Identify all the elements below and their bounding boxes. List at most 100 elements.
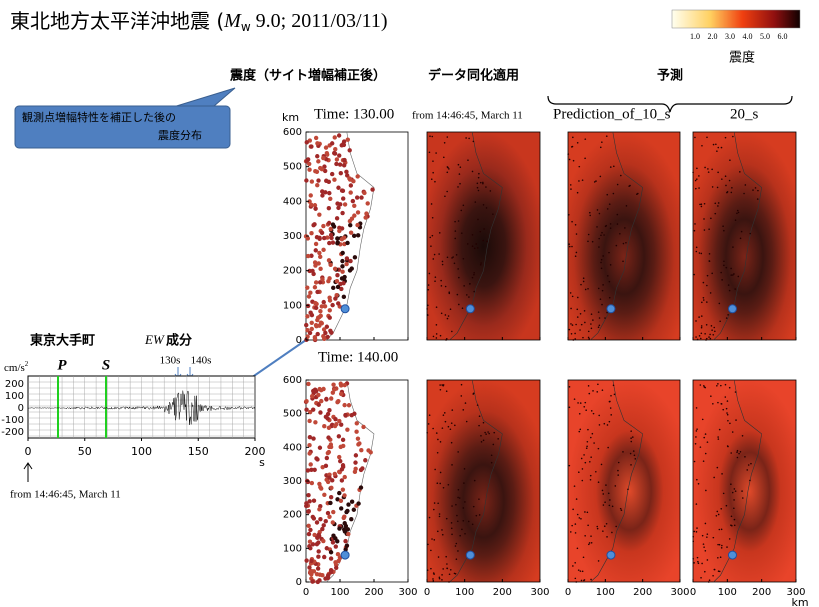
station: [727, 414, 729, 416]
station: [437, 452, 439, 454]
station: [320, 231, 324, 235]
station: [318, 410, 322, 414]
station: [348, 148, 352, 152]
station: [569, 246, 571, 248]
station: [467, 159, 469, 161]
station: [325, 456, 329, 460]
station: [710, 218, 712, 220]
station: [444, 412, 446, 414]
station: [693, 562, 695, 564]
station: [717, 436, 719, 438]
station: [729, 290, 731, 292]
station: [352, 204, 356, 208]
station: [581, 458, 583, 460]
station: [440, 472, 442, 474]
station: [354, 430, 358, 434]
station: [710, 395, 712, 397]
station: [472, 234, 474, 236]
station: [442, 534, 444, 536]
station: [613, 193, 615, 195]
station: [327, 295, 331, 299]
station: [324, 179, 328, 183]
station: [307, 451, 311, 455]
station: [348, 190, 352, 194]
station: [721, 473, 723, 475]
station: [442, 568, 444, 570]
station: [734, 519, 736, 521]
station: [480, 262, 482, 264]
station: [344, 262, 348, 266]
station: [316, 261, 320, 265]
station: [459, 497, 461, 499]
station: [307, 167, 311, 171]
station: [483, 439, 485, 441]
station: [356, 501, 360, 505]
station: [571, 246, 573, 248]
station: [720, 272, 722, 274]
station: [600, 262, 602, 264]
colorbar-tick: 2.0: [708, 32, 718, 41]
station: [729, 387, 731, 389]
station: [341, 487, 345, 491]
station: [473, 393, 475, 395]
station: [599, 324, 601, 326]
station: [342, 527, 346, 531]
station: [333, 135, 337, 139]
station: [327, 206, 331, 210]
station: [755, 187, 757, 189]
station: [341, 438, 345, 442]
station: [606, 523, 608, 525]
station: [329, 556, 333, 560]
station: [606, 194, 608, 196]
station: [699, 204, 701, 206]
station: [738, 453, 740, 455]
station: [342, 158, 346, 162]
station: [733, 507, 735, 509]
y-tick-label: 300: [283, 476, 302, 487]
station: [577, 142, 579, 144]
station: [463, 482, 465, 484]
station: [580, 518, 582, 520]
station: [696, 503, 698, 505]
station: [701, 327, 703, 329]
station: [626, 205, 628, 207]
station: [717, 467, 719, 469]
station: [712, 403, 714, 405]
station: [440, 335, 442, 337]
station: [432, 217, 434, 219]
station: [309, 571, 313, 575]
station: [477, 182, 479, 184]
station: [480, 435, 482, 437]
station: [727, 400, 729, 402]
station: [716, 515, 718, 517]
station: [305, 140, 309, 144]
station: [721, 147, 723, 149]
station: [575, 324, 577, 326]
station: [458, 304, 460, 306]
station: [736, 451, 738, 453]
station: [692, 558, 694, 560]
station: [482, 183, 484, 185]
station: [307, 419, 311, 423]
station: [317, 578, 321, 582]
station: [317, 251, 321, 255]
station: [349, 183, 353, 187]
station: [314, 456, 318, 460]
station: [340, 276, 344, 280]
station: [309, 193, 313, 197]
epicenter-marker: [728, 305, 736, 313]
station: [342, 236, 346, 240]
station: [482, 240, 484, 242]
station: [569, 386, 571, 388]
station: [434, 502, 436, 504]
epicenter-marker: [607, 305, 615, 313]
station: [329, 227, 333, 231]
station: [438, 253, 440, 255]
station: [430, 550, 432, 552]
station: [450, 569, 452, 571]
station: [604, 423, 606, 425]
station: [363, 458, 367, 462]
station: [598, 415, 600, 417]
station: [725, 384, 727, 386]
station: [609, 281, 611, 283]
